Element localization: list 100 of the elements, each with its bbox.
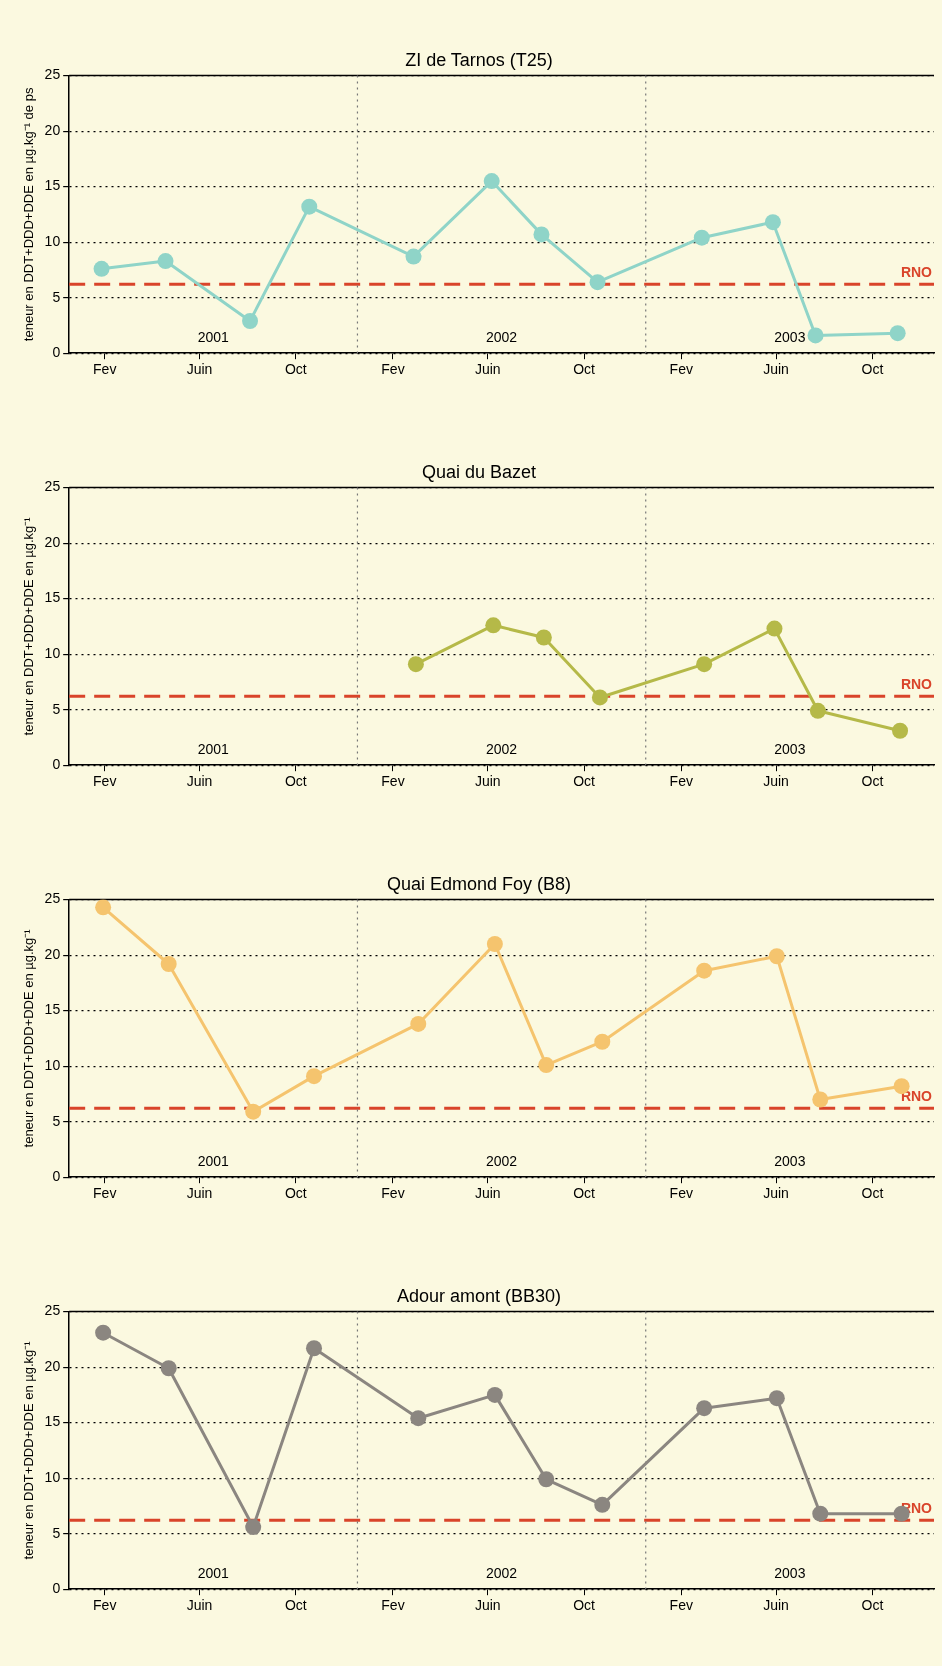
point	[589, 274, 606, 291]
x-tick-label: Juin	[474, 1597, 501, 1614]
x-tick-label: Oct	[284, 1597, 307, 1614]
chart-title: Quai Edmond Foy (B8)	[386, 873, 572, 894]
x-tick-label: Fev	[669, 361, 693, 378]
y-axis-title: teneur en DDT+DDD+DDE en µg.kg⁻¹	[21, 1340, 37, 1560]
point	[407, 656, 424, 673]
x-tick-label: Fev	[93, 361, 117, 378]
y-tick-label: 5	[52, 700, 61, 717]
y-tick-label: 0	[52, 344, 61, 361]
point	[889, 325, 906, 342]
point	[486, 1386, 503, 1403]
x-tick-label: Juin	[763, 773, 789, 790]
point	[245, 1519, 262, 1536]
y-tick-label: 10	[44, 1469, 61, 1486]
point	[306, 1340, 323, 1357]
point	[405, 248, 422, 265]
x-tick-label: Fev	[93, 1597, 117, 1614]
x-tick-label: Fev	[669, 1597, 693, 1614]
y-axis-title: teneur en DDT+DDD+DDE en µg.kg⁻¹ de ps	[21, 87, 37, 342]
x-tick-label: Juin	[186, 1597, 213, 1614]
y-tick-label: 5	[52, 1524, 61, 1541]
point	[301, 198, 318, 215]
point	[591, 689, 608, 706]
point	[696, 1400, 713, 1417]
point	[768, 1390, 785, 1407]
y-tick-label: 20	[44, 533, 61, 550]
annotation: 2001	[197, 329, 230, 346]
ref-line-label: RNO	[900, 676, 933, 693]
x-tick-label: Juin	[186, 1185, 213, 1202]
annotation: 2002	[486, 1565, 518, 1582]
x-tick-label: Juin	[763, 361, 789, 378]
y-tick-label: 0	[52, 756, 61, 773]
x-tick-label: Oct	[284, 361, 307, 378]
x-tick-label: Oct	[861, 1185, 884, 1202]
point	[594, 1496, 611, 1513]
x-tick-label: Juin	[763, 1597, 789, 1614]
annotation: 2002	[486, 1153, 518, 1170]
point	[812, 1091, 829, 1108]
annotation: 2003	[774, 1153, 806, 1170]
point	[95, 1324, 112, 1341]
x-tick-label: Juin	[474, 361, 501, 378]
chart-title: Quai du Bazet	[421, 461, 537, 482]
x-tick-label: Oct	[861, 1597, 884, 1614]
y-axis-title: teneur en DDT+DDD+DDE en µg.kg⁻¹	[21, 928, 37, 1148]
x-tick-label: Fev	[381, 1185, 405, 1202]
point	[245, 1103, 262, 1120]
annotation: 2003	[774, 329, 806, 346]
x-tick-label: Juin	[186, 361, 213, 378]
point	[696, 962, 713, 979]
y-tick-label: 20	[44, 121, 61, 138]
point	[160, 1360, 177, 1377]
y-tick-label: 10	[44, 1057, 61, 1074]
point	[410, 1410, 427, 1427]
x-tick-label: Fev	[381, 1597, 405, 1614]
y-tick-label: 10	[44, 645, 61, 662]
x-tick-label: Fev	[93, 1185, 117, 1202]
point	[812, 1505, 829, 1522]
y-tick-label: 25	[44, 478, 61, 495]
x-tick-label: Fev	[669, 773, 693, 790]
point	[485, 617, 502, 634]
y-tick-label: 20	[44, 945, 61, 962]
point	[538, 1057, 555, 1074]
point	[160, 956, 177, 972]
point	[306, 1068, 323, 1085]
x-tick-label: Oct	[861, 773, 884, 790]
point	[892, 722, 909, 739]
chart-title: Adour amont (BB30)	[396, 1285, 562, 1306]
x-tick-label: Fev	[669, 1185, 693, 1202]
chart-title: ZI de Tarnos (T25)	[405, 49, 553, 70]
point	[594, 1033, 611, 1050]
x-tick-label: Oct	[573, 773, 596, 790]
x-tick-label: Juin	[186, 773, 213, 790]
y-axis-title: teneur en DDT+DDD+DDE en µg.kg⁻¹	[21, 516, 37, 736]
y-tick-label: 25	[44, 890, 61, 907]
y-tick-label: 15	[44, 177, 61, 194]
x-tick-label: Juin	[474, 1185, 501, 1202]
point	[93, 260, 110, 277]
y-tick-label: 15	[44, 589, 61, 606]
y-tick-label: 25	[44, 1302, 61, 1319]
annotation: 2002	[486, 741, 518, 758]
x-tick-label: Juin	[474, 773, 501, 790]
y-tick-label: 5	[52, 288, 61, 305]
annotation: 2002	[486, 329, 518, 346]
annotation: 2003	[774, 1565, 806, 1582]
x-tick-label: Fev	[381, 773, 405, 790]
point	[242, 313, 259, 329]
point	[533, 226, 550, 243]
ref-line-label: RNO	[900, 264, 933, 281]
y-tick-label: 0	[52, 1168, 61, 1185]
point	[95, 899, 112, 916]
point	[535, 629, 552, 646]
y-tick-label: 0	[52, 1580, 61, 1597]
y-tick-label: 15	[44, 1001, 61, 1018]
point	[410, 1015, 427, 1032]
x-tick-label: Fev	[381, 361, 405, 378]
point	[768, 948, 785, 965]
point	[157, 253, 174, 270]
annotation: 2001	[197, 741, 230, 758]
x-tick-label: Oct	[284, 1185, 307, 1202]
